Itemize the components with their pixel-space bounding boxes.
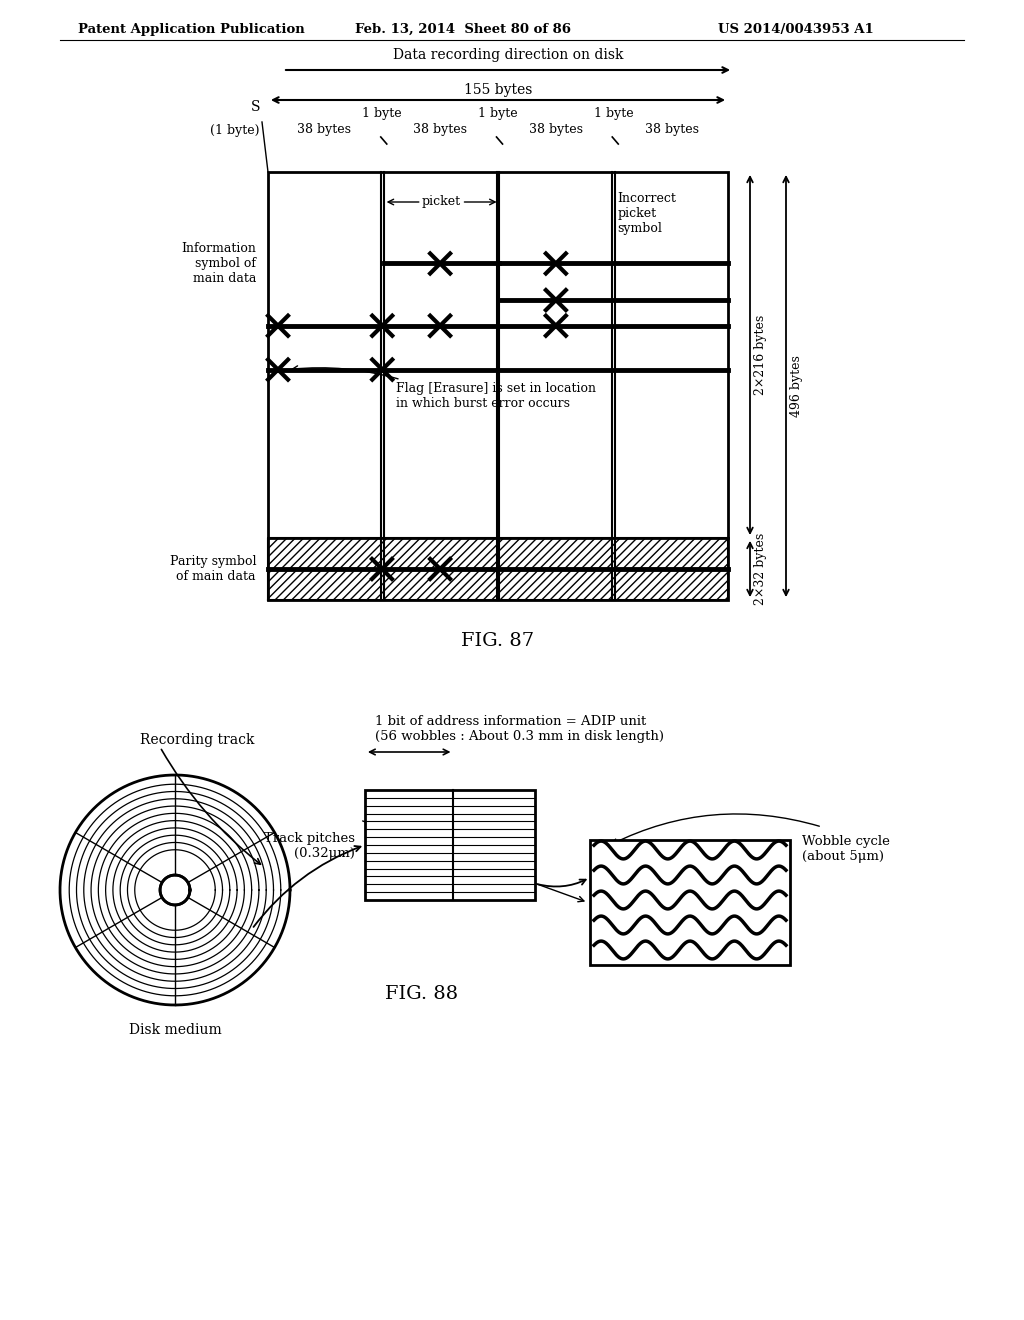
- Bar: [268, 539, 728, 601]
- Text: Flag [Erasure] is set in location
in which burst error occurs: Flag [Erasure] is set in location in whi…: [395, 381, 596, 409]
- Text: 2×216 bytes: 2×216 bytes: [754, 315, 767, 395]
- Bar: [590, 840, 790, 965]
- Text: FIG. 88: FIG. 88: [385, 985, 458, 1003]
- Text: 1 byte: 1 byte: [594, 107, 634, 120]
- Text: (1 byte): (1 byte): [211, 124, 260, 137]
- Text: S: S: [251, 100, 260, 114]
- Text: US 2014/0043953 A1: US 2014/0043953 A1: [718, 22, 873, 36]
- Text: 2×32 bytes: 2×32 bytes: [754, 533, 767, 605]
- Text: Disk medium: Disk medium: [129, 1023, 221, 1038]
- Text: 1 byte: 1 byte: [362, 107, 402, 120]
- Text: Track pitches
(0.32μm): Track pitches (0.32μm): [264, 832, 355, 861]
- Text: Recording track: Recording track: [140, 733, 255, 747]
- Text: FIG. 87: FIG. 87: [462, 632, 535, 649]
- Text: Wobble cycle
(about 5μm): Wobble cycle (about 5μm): [802, 836, 890, 863]
- Text: Parity symbol
of main data: Parity symbol of main data: [170, 554, 256, 583]
- Text: picket: picket: [422, 195, 461, 209]
- Text: Patent Application Publication: Patent Application Publication: [78, 22, 305, 36]
- Text: 38 bytes: 38 bytes: [528, 123, 583, 136]
- Text: Incorrect
picket
symbol: Incorrect picket symbol: [617, 191, 676, 235]
- Text: 155 bytes: 155 bytes: [464, 83, 532, 96]
- Text: Feb. 13, 2014  Sheet 80 of 86: Feb. 13, 2014 Sheet 80 of 86: [355, 22, 571, 36]
- Text: 38 bytes: 38 bytes: [413, 123, 467, 136]
- Text: Information
symbol of
main data: Information symbol of main data: [181, 242, 256, 285]
- Text: 496 bytes: 496 bytes: [790, 355, 803, 417]
- Text: 1 bit of address information = ADIP unit
(56 wobbles : About 0.3 mm in disk leng: 1 bit of address information = ADIP unit…: [375, 715, 664, 743]
- Circle shape: [160, 875, 189, 906]
- Bar: [365, 789, 535, 900]
- Text: 38 bytes: 38 bytes: [645, 123, 698, 136]
- Text: 38 bytes: 38 bytes: [297, 123, 351, 136]
- Bar: [268, 172, 728, 601]
- Text: Data recording direction on disk: Data recording direction on disk: [393, 48, 624, 62]
- Text: 1 byte: 1 byte: [478, 107, 518, 120]
